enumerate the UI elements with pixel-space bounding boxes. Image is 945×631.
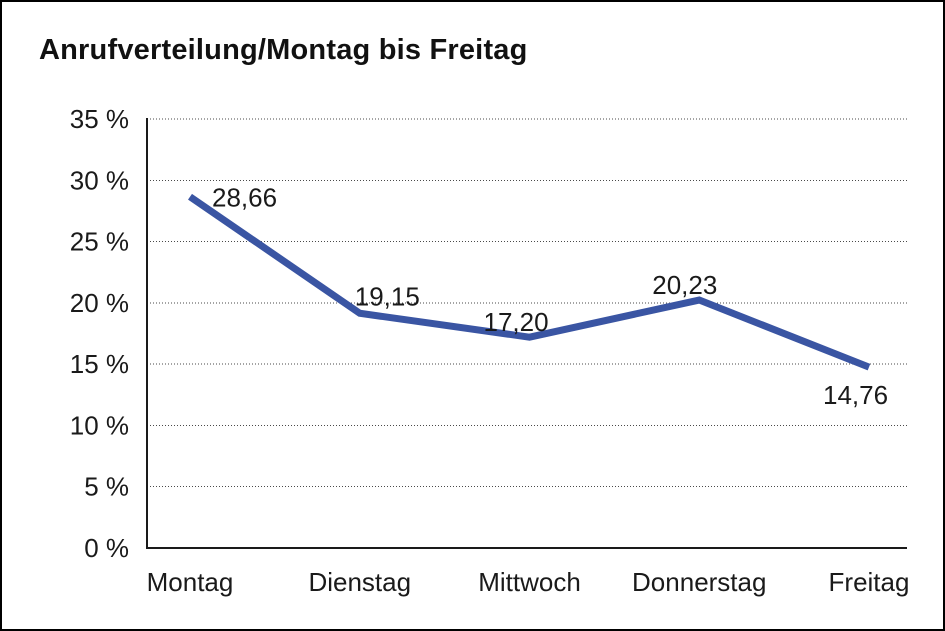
y-axis-tick-label: 25 % bbox=[70, 227, 129, 257]
y-axis-tick-label: 30 % bbox=[70, 165, 129, 195]
y-axis-tick-label: 5 % bbox=[84, 472, 129, 502]
y-axis-tick-label: 20 % bbox=[70, 288, 129, 318]
data-label: 19,15 bbox=[355, 281, 420, 311]
data-label: 20,23 bbox=[652, 270, 717, 300]
data-label: 14,76 bbox=[823, 380, 888, 410]
x-axis-category-label: Mittwoch bbox=[478, 567, 581, 597]
x-axis-category-label: Dienstag bbox=[308, 567, 411, 597]
data-label: 17,20 bbox=[484, 307, 549, 337]
chart-title: Anrufverteilung/Montag bis Freitag bbox=[39, 34, 528, 66]
y-axis-tick-label: 35 % bbox=[70, 104, 129, 134]
x-axis-category-label: Freitag bbox=[829, 567, 910, 597]
y-axis-tick-label: 15 % bbox=[70, 349, 129, 379]
data-label: 28,66 bbox=[212, 183, 277, 213]
y-axis-tick-label: 0 % bbox=[84, 533, 129, 563]
series-line bbox=[188, 193, 871, 371]
x-axis-category-label: Donnerstag bbox=[632, 567, 766, 597]
x-axis-category-label: Montag bbox=[147, 567, 234, 597]
y-axis-tick-label: 10 % bbox=[70, 410, 129, 440]
